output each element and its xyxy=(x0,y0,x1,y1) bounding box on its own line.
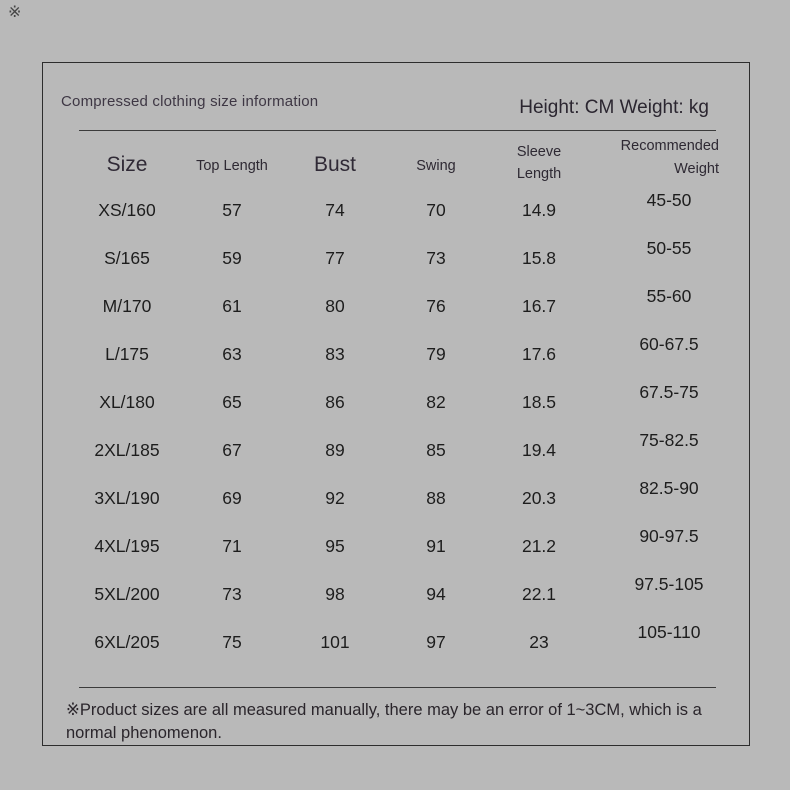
cell-size: L/175 xyxy=(105,344,149,364)
cell-recommended-weight: 90-97.5 xyxy=(639,526,699,546)
cell-recommended-weight: 105-110 xyxy=(637,622,701,642)
cell-swing: 97 xyxy=(426,632,446,652)
cell-size: 5XL/200 xyxy=(94,584,160,604)
cell-bust: 80 xyxy=(325,296,345,316)
cell-size: S/165 xyxy=(104,248,150,268)
cell-swing: 76 xyxy=(426,296,446,316)
column-header-recommended-weight: Recommended Weight xyxy=(620,138,719,177)
cell-recommended-weight: 82.5-90 xyxy=(639,478,699,498)
cell-bust: 98 xyxy=(325,584,345,604)
cell-recommended-weight: 60-67.5 xyxy=(639,334,699,354)
cell-swing: 88 xyxy=(426,488,446,508)
cell-size: 3XL/190 xyxy=(94,488,160,508)
cell-bust: 95 xyxy=(325,536,345,556)
cell-sleeve-length: 18.5 xyxy=(521,392,557,412)
cell-swing: 91 xyxy=(426,536,446,556)
table-row: S/165 59 77 73 15.8 50-55 xyxy=(43,234,751,282)
footer-divider-line xyxy=(79,687,716,688)
table-row: 5XL/200 73 98 94 22.1 97.5-105 xyxy=(43,570,751,618)
table-row: L/175 63 83 79 17.6 60-67.5 xyxy=(43,330,751,378)
table-row: 2XL/185 67 89 85 19.4 75-82.5 xyxy=(43,426,751,474)
measurement-disclaimer: ※Product sizes are all measured manually… xyxy=(66,699,726,744)
cell-swing: 73 xyxy=(426,248,446,268)
cell-top-length: 59 xyxy=(222,248,242,268)
cell-bust: 83 xyxy=(325,344,345,364)
cell-swing: 79 xyxy=(426,344,446,364)
cell-recommended-weight: 97.5-105 xyxy=(634,574,704,594)
cell-swing: 82 xyxy=(426,392,446,412)
cell-top-length: 63 xyxy=(222,344,242,364)
cell-recommended-weight: 50-55 xyxy=(646,238,692,258)
cell-size: 4XL/195 xyxy=(94,536,160,556)
cell-sleeve-length: 17.6 xyxy=(521,344,557,364)
table-row: 4XL/195 71 95 91 21.2 90-97.5 xyxy=(43,522,751,570)
cell-top-length: 61 xyxy=(222,296,242,316)
cell-sleeve-length: 19.4 xyxy=(521,440,557,460)
cell-sleeve-length: 16.7 xyxy=(521,296,557,316)
table-body: XS/160 57 74 70 14.9 45-50 S/165 59 77 73 15.8 50-5… xyxy=(43,186,751,666)
cell-sleeve-length: 15.8 xyxy=(521,248,557,268)
cell-size: XS/160 xyxy=(98,200,156,220)
cell-size: M/170 xyxy=(102,296,152,316)
cell-sleeve-length: 21.2 xyxy=(521,536,557,556)
cell-swing: 85 xyxy=(426,440,446,460)
column-header-top-length: Top Length xyxy=(196,158,268,174)
cell-bust: 77 xyxy=(325,248,345,268)
column-header-sleeve-length: Sleeve Length xyxy=(516,144,562,182)
cell-size: 2XL/185 xyxy=(94,440,160,460)
header-divider-line xyxy=(79,130,716,131)
cell-size: 6XL/205 xyxy=(94,632,160,652)
column-header-bust: Bust xyxy=(313,153,357,176)
measurement-disclaimer-line1: ※Product sizes are all measured manually… xyxy=(66,701,702,719)
chart-title: Compressed clothing size information xyxy=(61,93,319,110)
measurement-disclaimer-line2: normal phenomenon. xyxy=(66,723,222,742)
cell-sleeve-length: 22.1 xyxy=(521,584,557,604)
cell-bust: 74 xyxy=(325,200,345,220)
cell-size: XL/180 xyxy=(99,392,155,412)
cell-bust: 89 xyxy=(325,440,345,460)
cell-recommended-weight: 67.5-75 xyxy=(639,382,699,402)
cell-recommended-weight: 55-60 xyxy=(646,286,692,306)
cell-bust: 101 xyxy=(320,632,350,652)
table-row: 3XL/190 69 92 88 20.3 82.5-90 xyxy=(43,474,751,522)
cell-recommended-weight: 45-50 xyxy=(646,190,692,210)
cell-recommended-weight: 75-82.5 xyxy=(639,430,699,450)
cell-top-length: 69 xyxy=(222,488,242,508)
units-note: Height: CM Weight: kg xyxy=(519,97,709,118)
table-row: M/170 61 80 76 16.7 55-60 xyxy=(43,282,751,330)
cell-swing: 94 xyxy=(426,584,446,604)
cell-bust: 92 xyxy=(325,488,345,508)
table-row: XL/180 65 86 82 18.5 67.5-75 xyxy=(43,378,751,426)
corner-reference-mark: ※ xyxy=(8,4,22,21)
cell-top-length: 73 xyxy=(222,584,242,604)
column-header-swing: Swing xyxy=(416,158,456,174)
cell-swing: 70 xyxy=(426,200,446,220)
cell-sleeve-length: 23 xyxy=(529,632,549,652)
column-header-size: Size xyxy=(106,153,148,176)
cell-bust: 86 xyxy=(325,392,345,412)
cell-sleeve-length: 14.9 xyxy=(521,200,557,220)
cell-top-length: 65 xyxy=(222,392,242,412)
cell-sleeve-length: 20.3 xyxy=(521,488,557,508)
size-chart-card: Compressed clothing size information Hei… xyxy=(42,62,750,746)
cell-top-length: 57 xyxy=(222,200,242,220)
table-row: XS/160 57 74 70 14.9 45-50 xyxy=(43,186,751,234)
cell-top-length: 75 xyxy=(222,632,242,652)
table-row: 6XL/205 75 101 97 23 105-110 xyxy=(43,618,751,666)
cell-top-length: 67 xyxy=(222,440,242,460)
table-header-row: Size Top Length Bust Swing Sleeve Length Recom… xyxy=(43,130,751,186)
cell-top-length: 71 xyxy=(222,536,242,556)
